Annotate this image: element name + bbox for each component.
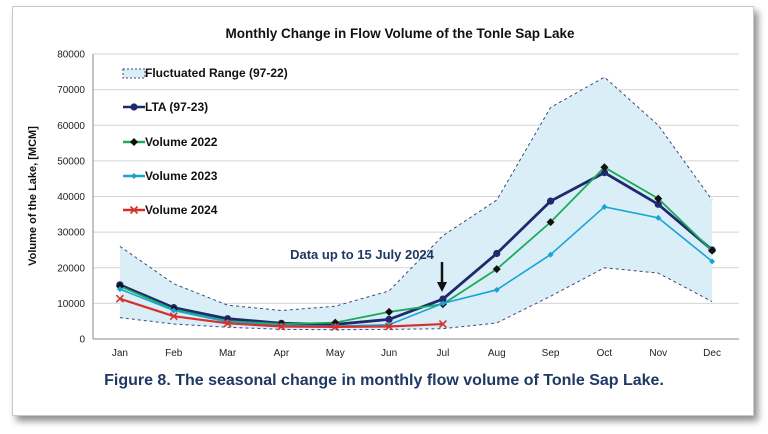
- y-tick-label: 80000: [57, 50, 85, 61]
- data-point: [600, 163, 609, 172]
- data-point: [131, 173, 137, 179]
- data-point: [385, 315, 393, 324]
- x-tick-label: Apr: [274, 348, 290, 359]
- data-series: [115, 163, 717, 331]
- data-point: [654, 200, 662, 208]
- data-point: [116, 286, 123, 293]
- x-tick-label: Oct: [597, 348, 613, 359]
- range-upper-line: [119, 76, 713, 312]
- x-tick-label: Jun: [381, 348, 397, 359]
- data-point-stroke: [223, 319, 232, 328]
- data-point: [130, 103, 138, 111]
- y-tick-label: 30000: [57, 228, 85, 239]
- y-axis-label: Volume of the Lake, [MCM]: [27, 126, 39, 266]
- data-point-stroke: [277, 322, 286, 331]
- legend: Fluctuated Range (97-22) LTA (97-23) Volum…: [122, 66, 288, 217]
- data-point: [130, 138, 138, 146]
- data-point: [331, 322, 340, 331]
- data-point: [115, 294, 124, 303]
- data-point: [438, 319, 447, 329]
- legend-label: Volume 2023: [145, 169, 218, 183]
- y-tick-label: 40000: [57, 192, 85, 203]
- fluctuated-range-band: [119, 76, 713, 331]
- data-point: [385, 307, 394, 316]
- axes: 0 10000 20000 30000 40000 50000 60000 70000 8000…: [57, 50, 739, 359]
- y-tick-label: 50000: [57, 156, 85, 167]
- data-point: [654, 194, 663, 203]
- data-point: [385, 322, 394, 331]
- data-point: [546, 218, 555, 227]
- legend-label: Volume 2022: [145, 135, 218, 149]
- data-point: [169, 312, 178, 321]
- data-point: [601, 203, 608, 210]
- x-tick-label: Dec: [703, 348, 721, 359]
- flow-volume-chart: Monthly Change in Flow Volume of the Ton…: [27, 26, 739, 359]
- range-lower-line: [119, 267, 713, 331]
- x-tick-label: Aug: [488, 348, 506, 359]
- y-tick-label: 20000: [57, 263, 85, 274]
- figure-caption: Figure 8. The seasonal change in monthly…: [104, 372, 664, 389]
- x-tick-label: Mar: [219, 348, 237, 359]
- data-point: [439, 300, 446, 307]
- series-line: [119, 171, 713, 326]
- annotation-text: Data up to 15 July 2024: [290, 247, 435, 262]
- y-tick-label: 0: [79, 335, 85, 346]
- legend-entry: LTA (97-23): [123, 100, 208, 114]
- data-point: [600, 169, 609, 177]
- data-point-stroke: [115, 294, 124, 303]
- data-point: [129, 205, 139, 215]
- x-tick-label: Jan: [112, 348, 128, 359]
- range-fill: [119, 77, 713, 330]
- legend-label: Volume 2024: [145, 203, 218, 217]
- x-tick-label: Nov: [649, 348, 667, 359]
- x-tick-label: May: [326, 348, 345, 359]
- series-volume-2024: [115, 294, 447, 331]
- legend-entry: Volume 2024: [123, 203, 218, 217]
- data-point: [439, 295, 447, 303]
- legend-swatch: [122, 68, 146, 79]
- legend-entry: Volume 2023: [123, 169, 218, 183]
- data-point: [492, 265, 501, 274]
- y-tick-label: 60000: [57, 121, 85, 132]
- data-point: [170, 307, 177, 314]
- x-tick-label: Feb: [165, 348, 183, 359]
- data-point: [655, 214, 662, 221]
- y-tick-label: 10000: [57, 299, 85, 310]
- chart-title: Monthly Change in Flow Volume of the Ton…: [225, 26, 575, 41]
- data-point-stroke: [169, 312, 178, 321]
- data-point: [277, 322, 286, 331]
- data-point-stroke: [331, 322, 340, 331]
- legend-entry: Volume 2022: [123, 135, 218, 149]
- x-tick-label: Sep: [542, 348, 560, 359]
- data-point-stroke: [438, 319, 447, 329]
- data-point: [546, 197, 555, 205]
- series-line: [119, 205, 713, 327]
- legend-label: LTA (97-23): [145, 100, 208, 114]
- data-point: [223, 319, 232, 328]
- x-tick-label: Jul: [437, 348, 450, 359]
- data-point: [708, 246, 717, 255]
- legend-entry-range: Fluctuated Range (97-22): [122, 66, 288, 80]
- data-point-stroke: [385, 322, 394, 331]
- data-point: [493, 249, 501, 258]
- y-tick-label: 70000: [57, 85, 85, 96]
- data-point-stroke: [129, 205, 139, 215]
- annotation-group: Data up to 15 July 2024: [290, 247, 447, 292]
- data-point: [547, 251, 554, 258]
- legend-label: Fluctuated Range (97-22): [145, 66, 288, 80]
- data-point: [709, 258, 716, 265]
- annotation-arrow-head: [437, 282, 447, 292]
- data-point: [493, 286, 500, 293]
